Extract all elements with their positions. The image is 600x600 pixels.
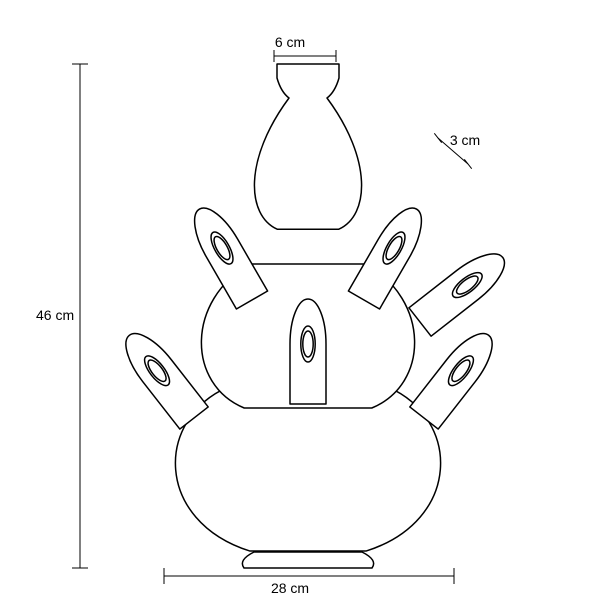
vase-foot xyxy=(242,552,373,568)
vase-bulb-bottom xyxy=(175,387,440,551)
dim-tick xyxy=(434,133,441,142)
dim-label-spout_opening: 3 cm xyxy=(450,132,480,148)
dim-label-height: 46 cm xyxy=(36,307,74,323)
technical-drawing: 46 cm 28 cm 6 cm 3 cm xyxy=(0,0,600,600)
dim-label-width: 28 cm xyxy=(271,580,309,596)
vase-bulb-top xyxy=(254,64,361,229)
dim-label-top_opening: 6 cm xyxy=(275,34,305,50)
drawing-svg: 46 cm 28 cm 6 cm 3 cm xyxy=(0,0,600,600)
spout-lower-1-inner xyxy=(303,331,313,357)
dim-tick xyxy=(464,159,471,168)
